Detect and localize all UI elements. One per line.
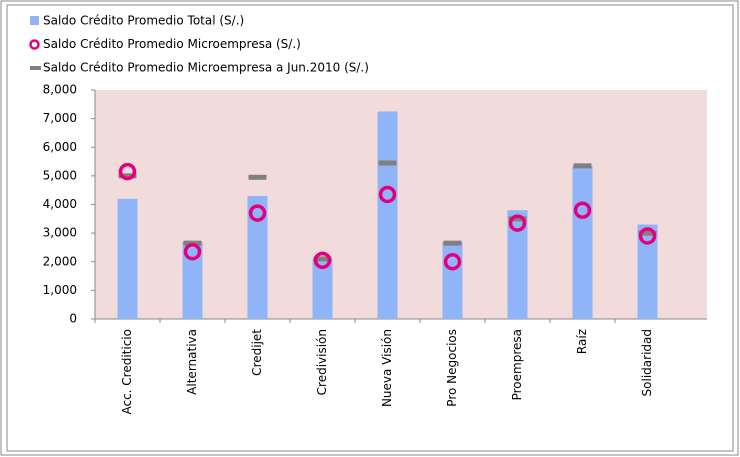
y-tick-label: 2,000 — [43, 254, 77, 268]
inner-border — [6, 4, 734, 452]
x-tick-label: Proempresa — [510, 329, 524, 400]
marker-dash — [313, 256, 332, 262]
x-tick-label: Acc. Crediticio — [120, 329, 134, 415]
x-tick-label: Pro Negocios — [445, 329, 459, 407]
y-tick-label: 5,000 — [43, 168, 77, 182]
y-tick-label: 8,000 — [43, 83, 77, 97]
bar — [377, 111, 398, 319]
y-tick-label: 0 — [69, 312, 77, 326]
x-tick-label: Nueva Visión — [380, 329, 394, 407]
marker-dash — [573, 163, 592, 169]
legend-label: Saldo Crédito Promedio Microempresa a Ju… — [43, 61, 369, 75]
legend-label: Saldo Crédito Promedio Total (S/.) — [43, 14, 244, 28]
legend-swatch — [29, 39, 40, 50]
legend-swatch — [30, 66, 41, 70]
bar — [117, 198, 138, 319]
bar — [507, 210, 528, 319]
legend-label: Saldo Crédito Promedio Microempresa (S/.… — [43, 37, 301, 51]
legend-swatch — [30, 16, 39, 25]
y-tick-label: 1,000 — [43, 283, 77, 297]
marker-circle — [573, 201, 592, 219]
marker-dash — [508, 216, 527, 222]
x-tick-label: Raíz — [575, 329, 589, 354]
bar — [312, 258, 333, 319]
marker-dash — [638, 230, 657, 236]
y-tick-label: 4,000 — [43, 197, 77, 211]
marker-circle — [248, 204, 267, 222]
bar — [247, 195, 268, 319]
y-tick-label: 7,000 — [43, 111, 77, 125]
bar — [572, 165, 593, 319]
x-tick-label: Credivisión — [315, 329, 329, 395]
marker-dash — [118, 173, 137, 179]
marker-circle — [378, 185, 397, 204]
marker-dash — [248, 174, 267, 180]
marker-circle — [118, 162, 137, 181]
marker-circle — [638, 227, 657, 245]
x-tick-label: Alternativa — [185, 329, 199, 395]
bar — [442, 241, 463, 319]
marker-circle — [313, 251, 332, 270]
marker-dash — [443, 240, 462, 246]
y-tick-label: 6,000 — [43, 140, 77, 154]
bar — [182, 241, 203, 319]
y-tick-label: 3,000 — [43, 226, 77, 240]
marker-dash — [378, 160, 397, 166]
marker-circle — [508, 214, 527, 232]
bar — [637, 224, 658, 319]
x-tick-label: Credijet — [250, 329, 264, 376]
x-tick-label: Solidaridad — [640, 329, 654, 396]
marker-circle — [183, 242, 202, 261]
marker-circle — [443, 253, 462, 271]
